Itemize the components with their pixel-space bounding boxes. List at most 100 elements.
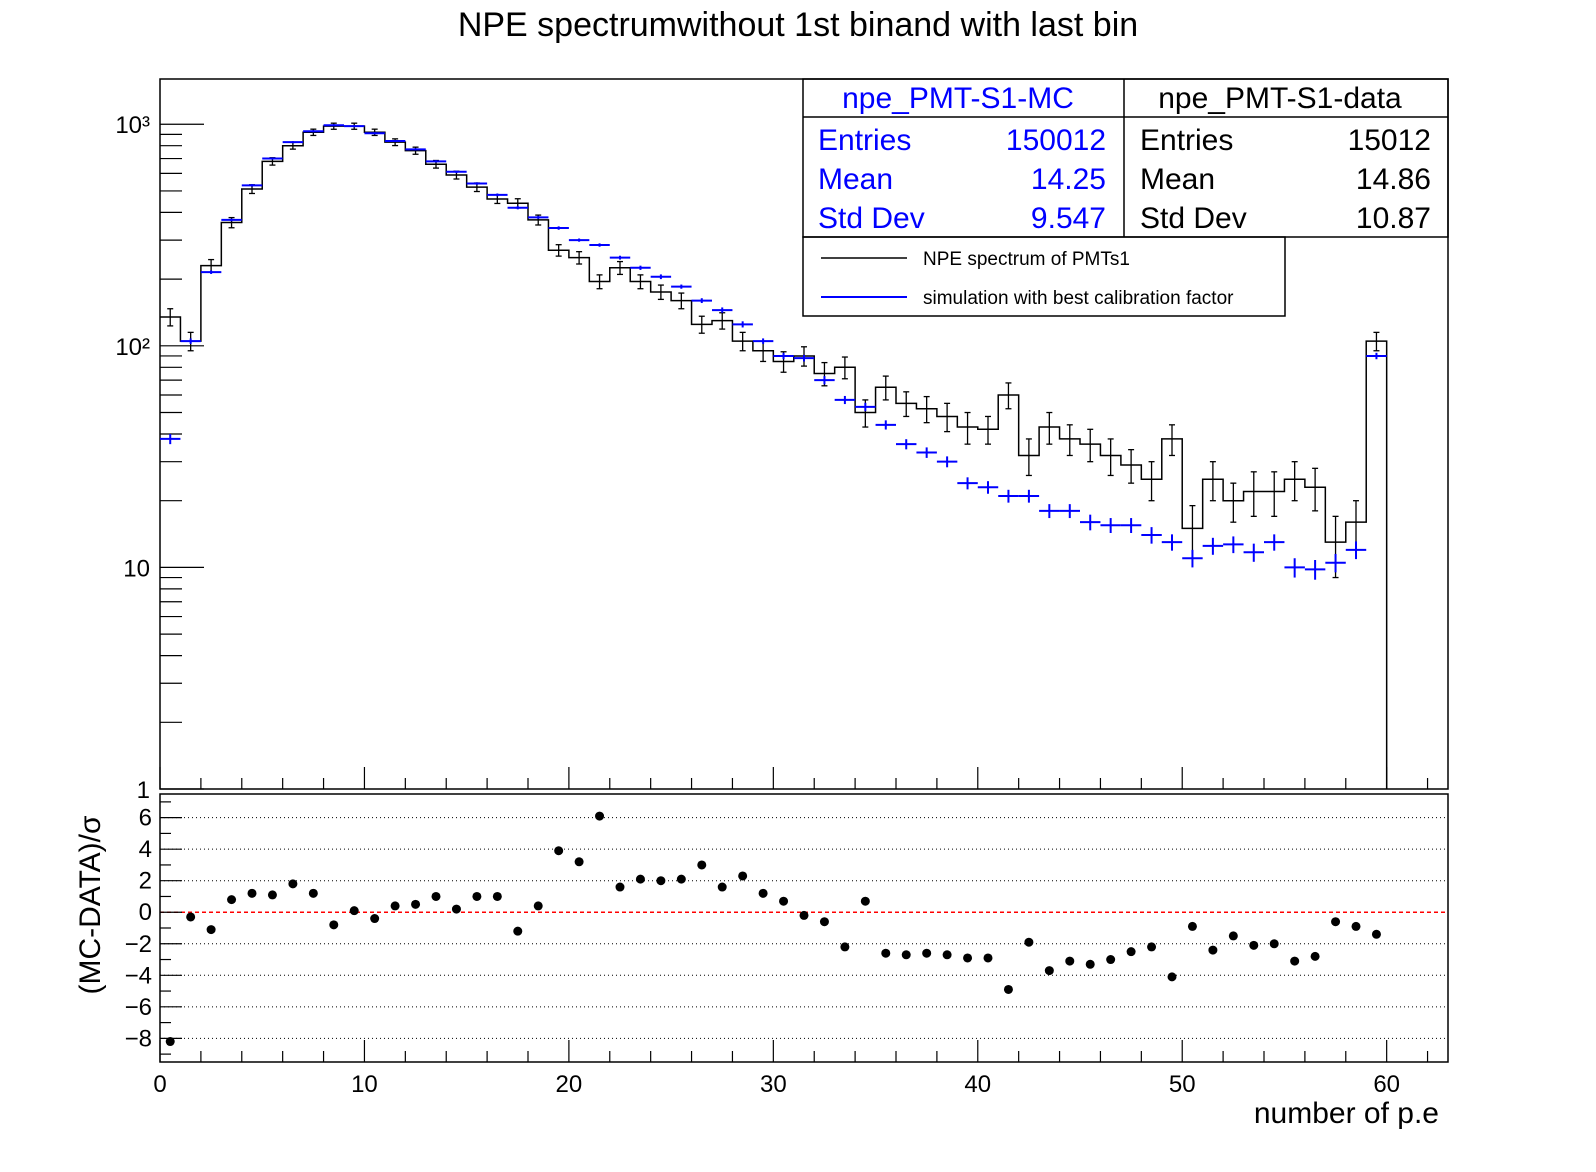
x-tick-label: 50 (1169, 1071, 1196, 1098)
pull-point (227, 895, 237, 905)
pull-point (492, 891, 502, 901)
mc-point (732, 321, 753, 328)
x-tick-label: 10 (351, 1071, 378, 1098)
chart-title: NPE spectrumwithout 1st binand with last… (458, 6, 1138, 44)
mc-point (364, 132, 385, 135)
pull-point (1065, 956, 1075, 966)
mc-point (630, 265, 651, 270)
mc-point (282, 141, 304, 144)
mc-point (1059, 504, 1080, 519)
pull-point (922, 948, 932, 958)
pull-point (1167, 972, 1177, 982)
mc-point (855, 402, 876, 412)
pull-point (819, 917, 829, 927)
mc-point (834, 395, 856, 405)
y-tick-label: −4 (125, 962, 152, 989)
data-errorbar (1025, 438, 1032, 477)
data-errorbar (698, 315, 705, 334)
pull-point (165, 1037, 175, 1047)
pull-point (1106, 955, 1116, 965)
legend-frame (802, 236, 1286, 317)
data-errorbar (1230, 482, 1237, 523)
pull-point (860, 896, 870, 906)
mc-point (507, 206, 528, 210)
pull-point (1003, 984, 1013, 994)
pull-point (349, 906, 359, 916)
y-tick-label: 10² (115, 334, 150, 361)
pull-y-axis-label: (MC-DATA)/σ (74, 815, 107, 995)
stats-mc-std-label: Std Dev (818, 202, 925, 235)
mc-point (1161, 534, 1183, 551)
mc-point (1018, 489, 1040, 503)
pull-point (1085, 959, 1095, 969)
mc-point (936, 456, 958, 468)
x-tick-label: 60 (1373, 1071, 1400, 1098)
mc-point (487, 193, 508, 197)
y-tick-label: −8 (125, 1025, 152, 1052)
pull-point (431, 891, 441, 901)
pull-point (513, 926, 523, 936)
mc-point (528, 215, 549, 219)
data-errorbar (596, 274, 603, 290)
data-errorbar (1066, 424, 1073, 457)
pull-point (1269, 939, 1279, 949)
stats-mc-mean-label: Mean (818, 163, 893, 196)
stats-mc-title: npe_PMT-S1-MC (842, 82, 1074, 115)
data-errorbar (617, 260, 623, 276)
data-errorbar (678, 292, 685, 310)
pull-point (472, 891, 482, 901)
pull-point (370, 914, 380, 924)
data-errorbar (1005, 382, 1012, 410)
mc-point (160, 434, 181, 445)
stats-data-mean-label: Mean (1140, 163, 1215, 196)
mc-point (773, 352, 794, 360)
pull-point (247, 888, 257, 898)
pull-point (1208, 945, 1218, 955)
data-errorbar (392, 138, 399, 147)
legend: NPE spectrum of PMTs1 simulation with be… (802, 236, 1286, 317)
x-tick-label: 30 (760, 1071, 787, 1098)
mc-point (180, 338, 201, 344)
stats-mc-entries-label: Entries (818, 124, 911, 157)
pull-point (329, 920, 339, 930)
x-tick-label: 0 (153, 1071, 166, 1098)
stats-mc-entries-value: 150012 (1006, 124, 1106, 157)
mc-point (405, 148, 426, 151)
pull-point (574, 857, 584, 867)
data-errorbar (841, 356, 848, 380)
data-errorbar (1291, 461, 1298, 502)
mc-point (1039, 504, 1060, 519)
pull-point (206, 925, 216, 935)
data-errorbar (637, 274, 644, 290)
legend-label-mc: simulation with best calibration factor (923, 288, 1234, 309)
mc-point (548, 226, 569, 230)
pull-frame (159, 793, 1449, 1063)
pull-point (1126, 947, 1136, 957)
stats-boxes: npe_PMT-S1-MC Entries 150012 Mean 14.25 … (802, 78, 1449, 238)
pull-point (390, 901, 400, 911)
data-errorbar (330, 122, 337, 130)
stats-data-std-value: 10.87 (1356, 202, 1431, 235)
data-errorbar (903, 391, 910, 418)
mc-point (691, 298, 712, 304)
mc-point (1080, 514, 1101, 531)
y-tick-label: −6 (125, 994, 152, 1021)
pull-x-axis-label: number of p.e (1254, 1097, 1439, 1130)
y-tick-label: 4 (139, 836, 152, 863)
mc-point (1100, 518, 1121, 533)
mc-point (446, 170, 467, 174)
pull-point (656, 876, 666, 886)
mc-point (344, 125, 365, 128)
y-tick-label: 2 (139, 868, 152, 895)
mc-point (896, 439, 917, 450)
pull-y-axis: 6 4 2 0 −2 −4 −6 −8 (125, 801, 182, 1055)
mc-point (977, 481, 999, 494)
data-errorbar (657, 284, 664, 301)
mc-point (1304, 560, 1326, 580)
x-tick-label: 40 (964, 1071, 991, 1098)
mc-point (671, 284, 692, 289)
pull-point (676, 874, 686, 884)
data-errorbar (1107, 438, 1114, 477)
